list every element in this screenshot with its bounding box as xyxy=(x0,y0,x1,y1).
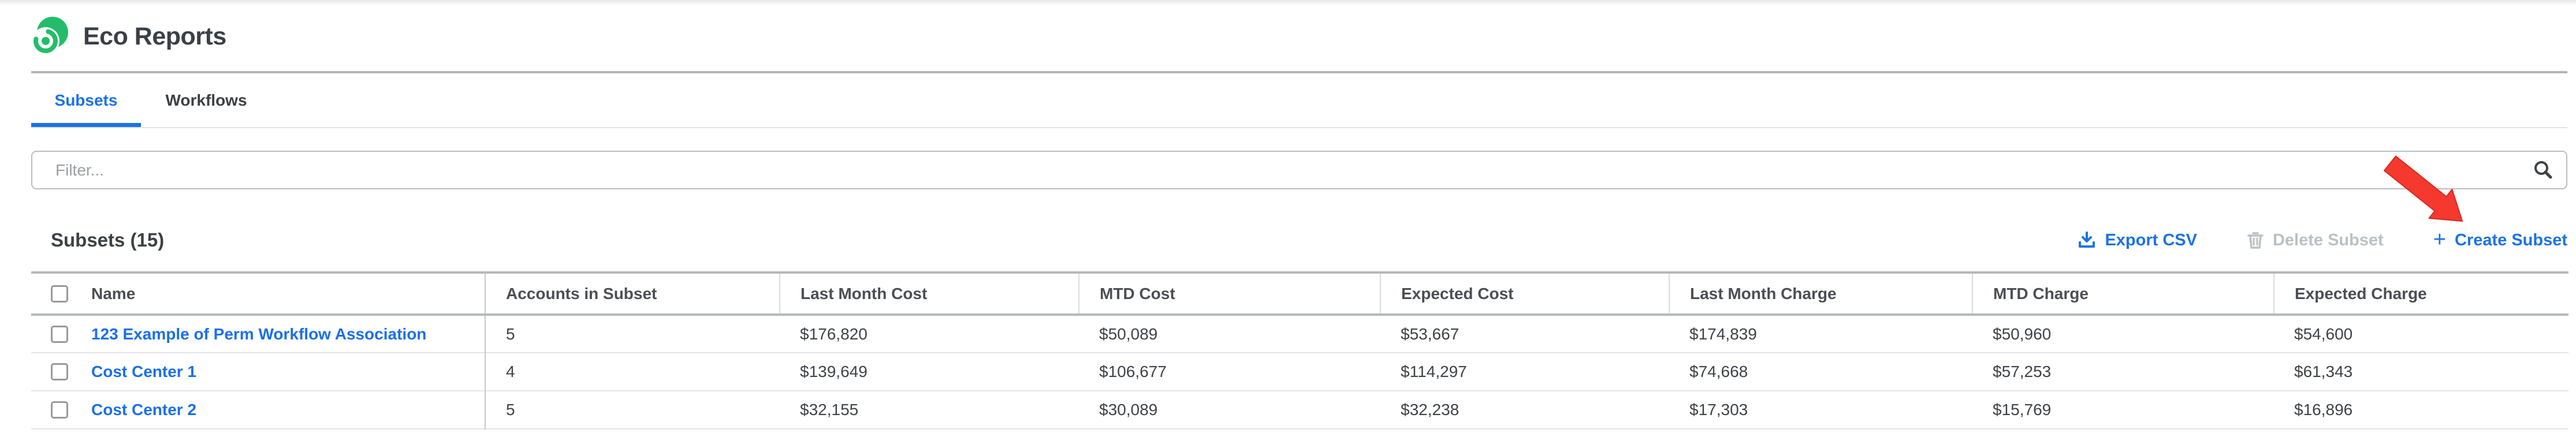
last-month-charge-cell: $174,839 xyxy=(1689,324,1757,343)
trash-icon xyxy=(2247,232,2264,249)
last-month-cost-cell: $32,155 xyxy=(800,401,859,419)
subsets-count-heading: Subsets (15) xyxy=(51,229,165,251)
eco-logo-icon xyxy=(32,17,68,55)
create-subset-button[interactable]: + Create Subset xyxy=(2433,229,2567,251)
mtd-charge-cell: $57,253 xyxy=(1993,363,2052,380)
accounts-cell: 4 xyxy=(506,363,515,380)
app-header: Eco Reports xyxy=(0,0,2576,57)
subsets-table-wrap: Name Accounts in Subset Last Month Cost … xyxy=(31,271,2568,430)
filter-box xyxy=(31,151,2567,189)
name-cell: Cost Center 1 xyxy=(31,353,486,391)
mtd-cost-cell: $50,089 xyxy=(1099,324,1158,343)
column-header-mtd-charge: MTD Charge xyxy=(1972,272,2274,315)
last-month-cost-cell: $176,820 xyxy=(800,324,868,343)
select-all-checkbox[interactable] xyxy=(51,285,68,303)
mtd-cost-cell: $30,089 xyxy=(1099,401,1158,419)
column-header-accounts: Accounts in Subset xyxy=(485,272,780,315)
export-csv-label: Export CSV xyxy=(2105,230,2197,249)
table-header-row: Name Accounts in Subset Last Month Cost … xyxy=(31,272,2568,315)
export-csv-button[interactable]: Export CSV xyxy=(2078,231,2197,250)
expected-charge-cell: $61,343 xyxy=(2294,363,2353,380)
subsets-table: Name Accounts in Subset Last Month Cost … xyxy=(31,271,2568,430)
table-row: Cost Center 1 4 $139,649 $106,677 $114,297 $7… xyxy=(31,353,2568,391)
row-checkbox[interactable] xyxy=(51,325,68,343)
table-row: 123 Example of Perm Workflow Association… xyxy=(31,315,2568,353)
expected-cost-cell: $114,297 xyxy=(1401,363,1467,380)
search-icon[interactable] xyxy=(2533,160,2553,181)
column-header-last-month-cost: Last Month Cost xyxy=(779,272,1079,315)
delete-subset-button[interactable]: Delete Subset xyxy=(2247,231,2384,250)
column-header-name: Name xyxy=(91,284,136,303)
expected-charge-cell: $54,600 xyxy=(2294,324,2353,343)
accounts-cell: 5 xyxy=(506,401,515,419)
tab-subsets[interactable]: Subsets xyxy=(31,73,141,127)
plus-icon: + xyxy=(2433,227,2446,252)
last-month-charge-cell: $17,303 xyxy=(1689,401,1748,419)
name-header-cell: Name xyxy=(31,272,486,315)
name-cell: 123 Example of Perm Workflow Association xyxy=(31,315,486,353)
filter-input[interactable] xyxy=(55,160,2533,180)
mtd-cost-cell: $106,677 xyxy=(1099,363,1167,380)
subset-name-link[interactable]: 123 Example of Perm Workflow Association xyxy=(91,324,427,343)
table-row: Cost Center 2 5 $32,155 $30,089 $32,238 $17,3… xyxy=(31,391,2568,429)
column-header-last-month-charge: Last Month Charge xyxy=(1669,272,1972,315)
tab-bar: Subsets Workflows xyxy=(31,71,2567,128)
last-month-cost-cell: $139,649 xyxy=(800,363,868,380)
last-month-charge-cell: $74,668 xyxy=(1689,363,1748,380)
toolbar-actions: Export CSV Delete Subset + Create Subset xyxy=(2078,229,2567,251)
delete-subset-label: Delete Subset xyxy=(2272,230,2384,249)
row-checkbox[interactable] xyxy=(51,401,68,419)
download-icon xyxy=(2079,232,2095,248)
table-body: 123 Example of Perm Workflow Association… xyxy=(31,315,2568,429)
subsets-toolbar: Subsets (15) Export CSV Delete Subset xyxy=(31,225,2567,255)
expected-cost-cell: $53,667 xyxy=(1401,324,1460,343)
page-title: Eco Reports xyxy=(83,22,226,50)
subset-name-link[interactable]: Cost Center 1 xyxy=(91,363,197,380)
create-subset-label: Create Subset xyxy=(2454,230,2567,249)
column-header-expected-cost: Expected Cost xyxy=(1380,272,1669,315)
expected-cost-cell: $32,238 xyxy=(1401,401,1460,419)
subset-name-link[interactable]: Cost Center 2 xyxy=(91,401,197,419)
tab-workflows[interactable]: Workflows xyxy=(165,91,247,109)
accounts-cell: 5 xyxy=(506,324,515,343)
name-cell: Cost Center 2 xyxy=(31,391,486,429)
column-header-mtd-cost: MTD Cost xyxy=(1078,272,1380,315)
mtd-charge-cell: $15,769 xyxy=(1993,401,2052,419)
column-header-expected-charge: Expected Charge xyxy=(2273,272,2568,315)
row-checkbox[interactable] xyxy=(51,363,68,380)
expected-charge-cell: $16,896 xyxy=(2294,401,2353,419)
mtd-charge-cell: $50,960 xyxy=(1993,324,2052,343)
